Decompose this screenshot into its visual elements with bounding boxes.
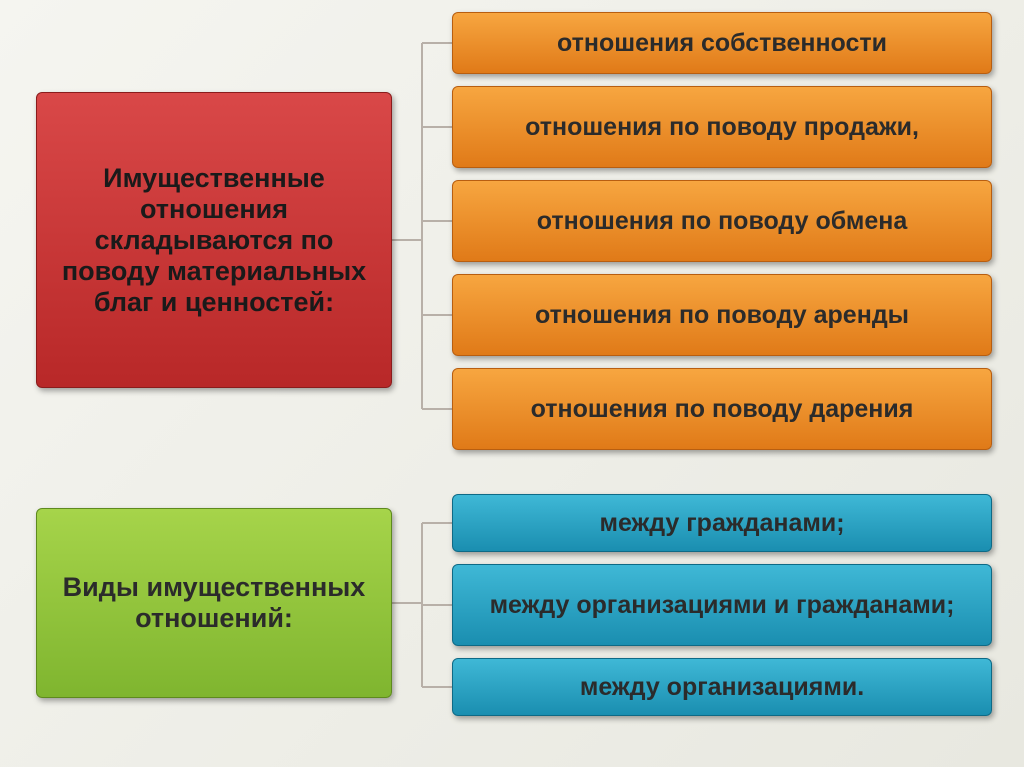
group1-item-4: отношения по поводу дарения xyxy=(452,368,992,450)
group1-item-1: отношения по поводу продажи, xyxy=(452,86,992,168)
group1-item-3-text: отношения по поводу аренды xyxy=(535,301,909,330)
group1-item-0: отношения собственности xyxy=(452,12,992,74)
group1-item-1-text: отношения по поводу продажи, xyxy=(525,113,919,142)
group1-root: Имущественные отношения складываются по … xyxy=(36,92,392,388)
group1-item-0-text: отношения собственности xyxy=(557,29,887,58)
group2-root: Виды имущественных отношений: xyxy=(36,508,392,698)
group1-item-4-text: отношения по поводу дарения xyxy=(531,395,914,424)
group2-item-1-text: между организациями и гражданами; xyxy=(490,591,955,620)
group2-item-0-text: между гражданами; xyxy=(599,509,844,538)
group1-root-text: Имущественные отношения складываются по … xyxy=(51,163,377,318)
group2-item-2-text: между организациями. xyxy=(580,673,864,702)
group2-item-2: между организациями. xyxy=(452,658,992,716)
group2-item-0: между гражданами; xyxy=(452,494,992,552)
group1-item-2-text: отношения по поводу обмена xyxy=(537,207,907,236)
group2-item-1: между организациями и гражданами; xyxy=(452,564,992,646)
group1-item-3: отношения по поводу аренды xyxy=(452,274,992,356)
group2-root-text: Виды имущественных отношений: xyxy=(51,572,377,634)
group1-item-2: отношения по поводу обмена xyxy=(452,180,992,262)
